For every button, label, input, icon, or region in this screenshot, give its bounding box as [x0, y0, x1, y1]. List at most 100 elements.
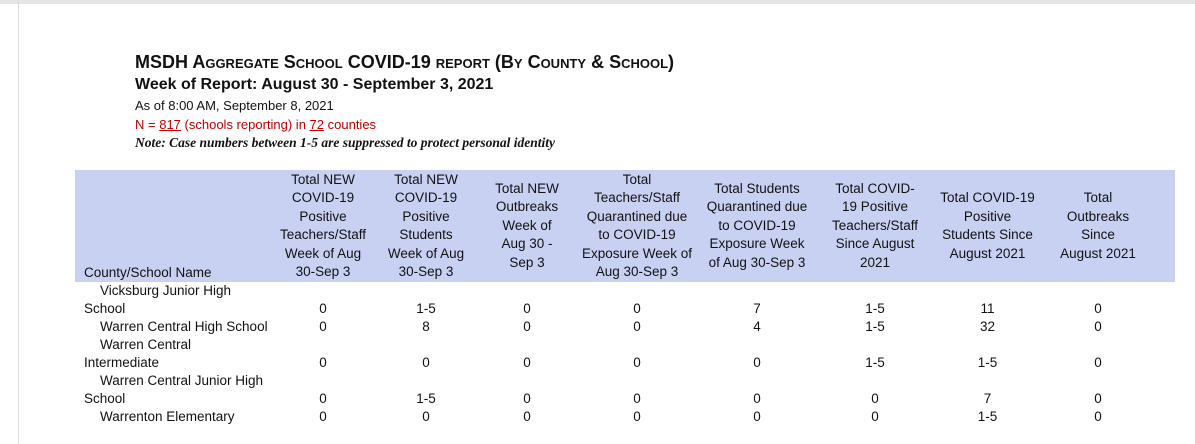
header-line: COVID-19 — [394, 190, 458, 205]
school-name: Warrenton Elementary — [75, 408, 270, 426]
header-line: Total NEW — [291, 171, 355, 187]
cell-value: 0 — [523, 319, 531, 334]
header-line: August 2021 — [1060, 245, 1136, 261]
n-line: N = 817 (schools reporting) in 72 counti… — [135, 115, 674, 134]
cell-value: 0 — [871, 409, 879, 424]
header-line: COVID-19 — [291, 190, 355, 205]
cell-value: 0 — [319, 409, 327, 424]
column-header: Total NEW Outbreaks Week of Aug 30 - Sep 3 — [476, 170, 578, 282]
cell-value: 8 — [422, 319, 430, 334]
header-line: Exposure Week — [709, 236, 805, 252]
n-schools: 817 — [159, 117, 181, 132]
cell-value: 0 — [871, 391, 879, 406]
cell-value: 32 — [979, 319, 996, 334]
name-line: Warren Central High School — [100, 319, 268, 334]
cell-value: 0 — [319, 319, 327, 334]
header-line: Week of Aug — [387, 245, 465, 261]
report-title: MSDH Aggregate School COVID-19 report (B… — [135, 52, 675, 72]
header-line: Total NEW — [394, 171, 458, 187]
header-line: Total NEW — [495, 180, 559, 196]
cell-value: 1-5 — [416, 391, 436, 406]
cell-value: 0 — [633, 355, 641, 370]
header-line: Total COVID- — [835, 180, 915, 196]
cell-value: 0 — [319, 391, 327, 406]
cell-value: 0 — [523, 355, 531, 370]
name-line: School — [84, 391, 126, 406]
header-line: Total Students — [714, 180, 800, 196]
cell-value: 7 — [753, 301, 761, 316]
name-line: Warren Central — [100, 337, 192, 352]
header-line: Since August — [835, 236, 915, 252]
column-header: Total COVID- 19 Positive Teachers/Staff Sin… — [818, 170, 932, 282]
header-line: Aug 30-Sep 3 — [595, 264, 679, 279]
header-line: 19 Positive — [841, 199, 909, 215]
window-edge — [0, 0, 1195, 4]
cell-value: 0 — [1094, 301, 1102, 316]
header-line: August 2021 — [949, 245, 1026, 261]
cell-value: 1-5 — [977, 355, 998, 370]
column-header: Total Outbreaks Since August 2021 — [1043, 170, 1175, 282]
cell-value: 0 — [1094, 409, 1102, 424]
cell-value: 0 — [633, 319, 641, 334]
as-of: As of 8:00 AM, September 8, 2021 — [135, 98, 334, 113]
table-row: Warren Central Intermediate 0 0 0 0 0 1-5 1-5 0 — [75, 336, 1175, 372]
column-header: Total Students Quarantined due to COVID-19… — [696, 170, 818, 282]
cell-value: 0 — [319, 355, 327, 370]
header-line: to COVID-19 — [718, 217, 796, 233]
n-counties: 72 — [309, 117, 325, 132]
header-line: Quarantined due — [706, 199, 808, 215]
column-header: Total Teachers/Staff Quarantined due to COV… — [578, 170, 696, 282]
name-line: Vicksburg Junior High — [100, 283, 232, 298]
header-line: Quarantined due — [586, 208, 688, 224]
header-line: Teachers/Staff — [831, 217, 919, 233]
header-line: Total — [622, 171, 652, 187]
cell-value: 0 — [633, 301, 641, 316]
report-table: County/School Name Total NEW COVID-19 Posit… — [75, 170, 1175, 426]
cell-value: 0 — [319, 301, 327, 316]
cell-value: 0 — [633, 391, 641, 406]
name-line: Intermediate — [84, 355, 160, 370]
cell-value: 1-5 — [416, 301, 436, 316]
cell-value: 0 — [1094, 355, 1102, 370]
column-header: County/School Name — [75, 170, 270, 282]
table-row: Warren Central High School 0 8 0 0 4 1-5 32 0 — [75, 318, 1175, 336]
header-line: Total — [1083, 190, 1113, 205]
cell-value: 1-5 — [865, 355, 885, 370]
header-row: County/School Name Total NEW COVID-19 Posit… — [75, 170, 1175, 282]
header-line: Positive — [299, 208, 347, 224]
note: Note: Case numbers between 1-5 are suppr… — [135, 135, 555, 150]
header-line: Positive — [402, 208, 450, 224]
cell-value: 0 — [523, 301, 531, 316]
header-line: to COVID-19 — [598, 227, 676, 242]
header-line: Exposure Week of — [581, 245, 693, 261]
header-line: 30-Sep 3 — [398, 264, 454, 279]
school-name: Warren Central High School — [75, 318, 270, 336]
cell-value: 0 — [422, 409, 430, 424]
column-header: Total NEW COVID-19 Positive Students Week of… — [376, 170, 476, 282]
cell-value: 0 — [1094, 319, 1102, 334]
header-line: 2021 — [859, 254, 891, 270]
cell-value: 1-5 — [865, 319, 885, 334]
column-header: Total NEW COVID-19 Positive Teachers/Staff W… — [270, 170, 376, 282]
header-line: Positive — [963, 208, 1012, 224]
cell-value: 7 — [983, 391, 992, 406]
header-line: Outbreaks — [495, 199, 559, 215]
table-body: Vicksburg Junior High School 0 1-5 0 0 7 1-5 11 0… — [75, 282, 1175, 426]
cell-value: 0 — [753, 391, 761, 406]
page-edge — [18, 0, 19, 444]
header-line: Teachers/Staff — [593, 190, 681, 205]
name-line: School — [84, 301, 126, 316]
header-line: of Aug 30-Sep 3 — [708, 254, 806, 270]
cell-value: 0 — [523, 391, 531, 406]
header-line: Sep 3 — [509, 254, 545, 270]
n-middle: (schools reporting) in — [180, 117, 310, 132]
cell-value: 0 — [753, 355, 761, 370]
cell-value: 0 — [753, 409, 761, 424]
school-name: Warren Central Intermediate — [75, 336, 270, 372]
header-line: 30-Sep 3 — [295, 264, 351, 279]
header-line: Students Since — [942, 227, 1033, 242]
cell-value: 0 — [523, 409, 531, 424]
cell-value: 0 — [633, 409, 641, 424]
school-name: Vicksburg Junior High School — [75, 282, 270, 318]
